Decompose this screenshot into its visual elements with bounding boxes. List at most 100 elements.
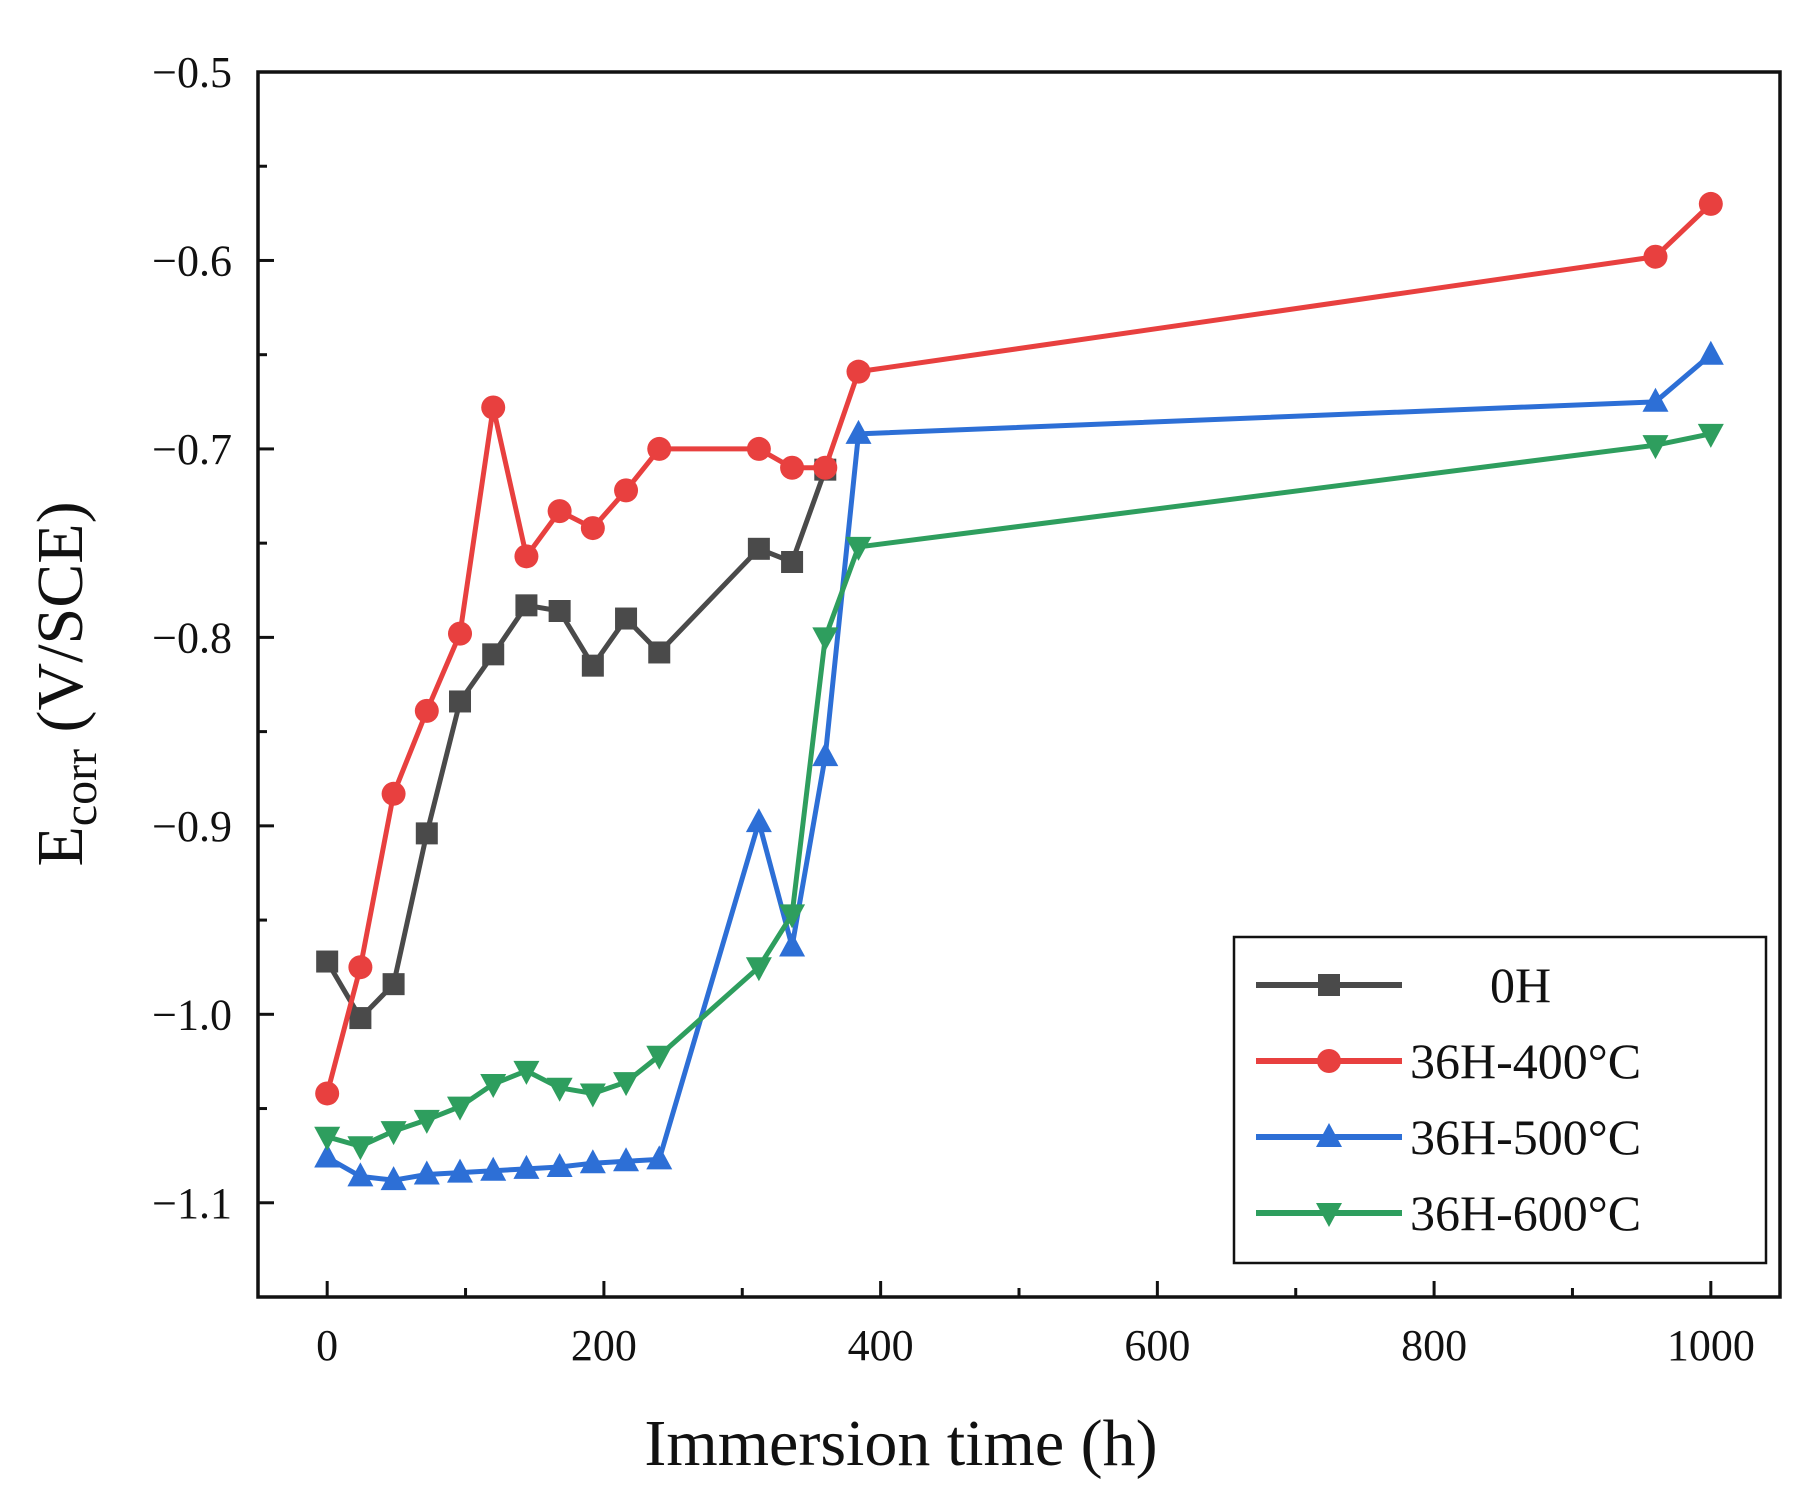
data-point <box>513 1060 540 1085</box>
data-point <box>381 781 406 806</box>
series-0 <box>316 458 837 1030</box>
y-tick-label: −0.9 <box>152 802 232 851</box>
data-point <box>613 1147 640 1172</box>
legend-entry: 36H-400°C <box>1256 1033 1641 1089</box>
data-point <box>514 544 539 569</box>
legend-entry: 0H <box>1256 957 1551 1013</box>
data-point <box>615 607 638 630</box>
legend-label: 36H-400°C <box>1410 1033 1641 1089</box>
data-point <box>480 1156 507 1181</box>
legend-marker <box>1317 1049 1341 1073</box>
data-point <box>1643 244 1668 269</box>
data-point <box>546 1077 573 1102</box>
legend-marker <box>1318 974 1340 996</box>
data-point <box>1697 423 1724 448</box>
data-point <box>846 359 871 384</box>
x-tick-label: 600 <box>1124 1321 1190 1370</box>
data-point <box>315 1081 340 1106</box>
legend: 0H 36H-400°C 36H-500°C 36H-600°C <box>1232 935 1768 1265</box>
data-point <box>513 1154 540 1179</box>
data-point <box>780 455 805 480</box>
data-point <box>482 643 505 666</box>
data-point <box>845 419 872 444</box>
data-point <box>580 516 605 541</box>
data-point <box>1698 191 1723 216</box>
data-point <box>380 1166 407 1191</box>
data-point <box>812 742 839 767</box>
data-point <box>745 808 772 833</box>
legend-label: 0H <box>1490 957 1551 1013</box>
data-point <box>812 627 839 652</box>
data-point <box>515 594 538 617</box>
data-point <box>480 1074 507 1099</box>
data-point <box>581 654 604 677</box>
data-point <box>382 973 405 996</box>
data-point <box>1642 435 1669 460</box>
data-point <box>579 1083 606 1108</box>
x-tick-label: 200 <box>571 1321 637 1370</box>
data-point <box>547 499 572 524</box>
data-point <box>548 600 571 622</box>
data-point <box>414 698 439 723</box>
data-point <box>349 1007 372 1030</box>
data-point <box>613 1072 640 1097</box>
data-point <box>1697 340 1724 365</box>
data-point <box>347 1162 374 1187</box>
data-point <box>447 1158 474 1183</box>
data-point <box>316 950 339 973</box>
data-point <box>746 436 771 461</box>
series-1 <box>315 191 1723 1106</box>
series-layer <box>314 191 1724 1191</box>
x-axis-title: Immersion time (h) <box>644 1407 1157 1480</box>
data-point <box>415 822 438 845</box>
y-axis-title: Ecorr (V/SCE) <box>24 501 107 866</box>
legend-marker <box>1316 1203 1342 1227</box>
data-point <box>813 455 838 480</box>
data-point <box>747 537 770 560</box>
data-point <box>481 395 506 420</box>
legend-entry: 36H-500°C <box>1256 1109 1641 1165</box>
data-point <box>648 641 671 664</box>
data-point <box>348 955 373 980</box>
data-point <box>347 1136 374 1161</box>
data-point <box>647 436 672 461</box>
data-point <box>413 1109 440 1134</box>
y-axis-title-unit: (V/SCE) <box>24 501 97 749</box>
legend-entry: 36H-600°C <box>1256 1185 1641 1241</box>
data-point <box>1642 387 1669 412</box>
series-2 <box>314 340 1724 1191</box>
legend-label: 36H-500°C <box>1410 1109 1641 1165</box>
y-tick-label: −0.6 <box>152 236 232 285</box>
x-tick-label: 800 <box>1401 1321 1467 1370</box>
data-point <box>646 1045 673 1070</box>
y-tick-label: −0.8 <box>152 613 232 662</box>
x-tick-label: 400 <box>848 1321 914 1370</box>
data-point <box>779 932 806 957</box>
y-axis-ticks: −0.5 −0.6 −0.7 −0.8 −0.9 −1.0 −1.1 <box>152 48 274 1299</box>
legend-label: 36H-600°C <box>1410 1185 1641 1241</box>
series-line <box>325 468 828 1021</box>
data-point <box>449 690 472 713</box>
y-axis-title-main: E <box>24 826 97 866</box>
x-tick-label: 0 <box>316 1321 338 1370</box>
data-point <box>314 1126 341 1151</box>
x-tick-label: 1000 <box>1667 1321 1755 1370</box>
data-point <box>579 1149 606 1174</box>
data-point <box>546 1152 573 1177</box>
data-point <box>447 1096 474 1121</box>
y-tick-label: −1.1 <box>152 1179 232 1228</box>
y-tick-label: −1.0 <box>152 990 232 1039</box>
series-3 <box>314 423 1724 1161</box>
data-point <box>314 1143 341 1168</box>
data-point <box>745 957 772 982</box>
data-point <box>614 478 639 503</box>
x-axis-ticks: 0 200 400 600 800 1000 <box>316 1281 1755 1370</box>
data-point <box>380 1121 407 1146</box>
y-axis-title-subscript: corr <box>54 749 107 826</box>
data-point <box>779 904 806 929</box>
data-point <box>413 1160 440 1185</box>
y-tick-label: −0.7 <box>152 425 232 474</box>
y-tick-label: −0.5 <box>152 48 232 97</box>
data-point <box>845 536 872 561</box>
